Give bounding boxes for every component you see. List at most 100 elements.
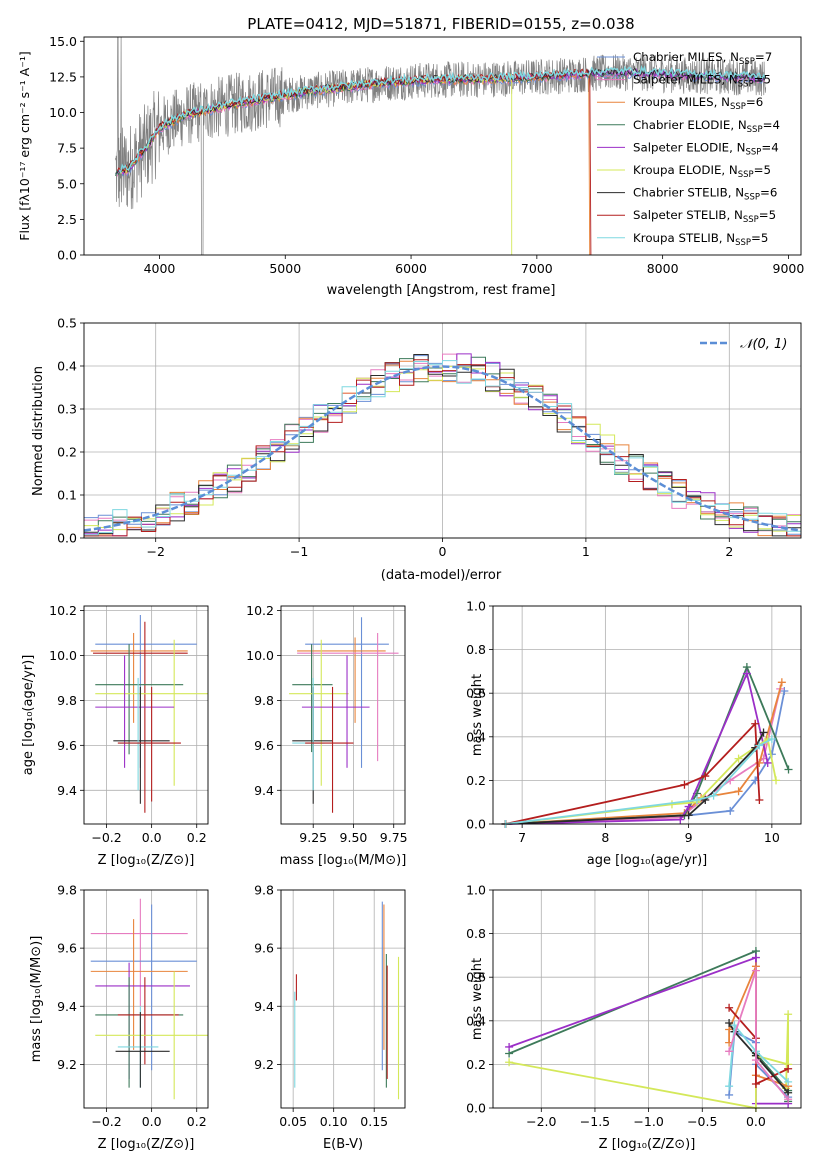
age_vs_Z-xtick-label: 0.0 [142,830,162,845]
mass_weight_vs_age-ytick-label: 0.0 [466,817,486,832]
legend-sub-3: SSP [747,125,763,135]
mass_vs_Z-xtick-label: −0.2 [91,1114,121,1129]
mass_vs_EBV-xtick-label: 0.10 [320,1114,348,1129]
residuals-legend: 𝒩(0, 1) [700,337,787,352]
mass_weight_vs_age-marker-4 [676,815,685,824]
mass_weight_vs_age-xtick-label: 10 [764,830,780,845]
mass_vs_EBV-xtick-label: 0.15 [360,1114,388,1129]
gaussian-curve [83,365,802,532]
mass_weight_vs_Z-ytick-label: 0.8 [466,926,486,941]
legend-sub-6: SSP [744,193,760,203]
legend-value-1: =5 [754,73,771,87]
mass_weight_vs_age-series-6 [505,731,765,825]
mass_vs_EBV-ytick-label: 9.2 [254,1057,274,1072]
legend-label-3: Chabrier ELODIE, NSSP=4 [633,118,780,135]
spectrum-ytick-label: 7.5 [57,141,77,156]
weight-age-ylabel: mass weight [470,674,485,756]
residuals-xtick-label: 1 [582,544,590,559]
mass_weight_vs_Z-ytick-label: 0.0 [466,1101,486,1116]
mass_weight_vs_Z-marker-7 [784,1077,793,1086]
gaussian-legend-label: 𝒩(0, 1) [740,337,787,352]
mass_weight_vs_age-marker-4 [684,802,693,811]
mass_weight_vs_age-marker-8 [692,796,701,805]
mass_weight_vs_age-marker-7 [751,719,760,728]
mass_weight_vs_Z-ytick-label: 0.2 [466,1057,486,1072]
model-spectrum-8 [118,65,766,174]
text-layer: 4000 5000 6000 7000 8000 90000.02.55.07.510.0… [49,34,804,1129]
legend-value-3: =4 [763,118,780,132]
legend-value-2: =6 [746,95,763,109]
age_vs_Z-xtick-label: 0.2 [187,830,207,845]
age-z-ylabel: age [log₁₀(age/yr)] [21,655,36,776]
spectrum-ytick-label: 15.0 [49,34,77,49]
mass_weight_vs_Z-ytick-label: 0.4 [466,1013,486,1028]
legend-value-5: =5 [754,163,771,177]
grid-layer [84,322,801,1109]
legend-sub-5: SSP [738,170,754,180]
mass_weight_vs_Z-marker-1 [751,953,760,962]
weight-z-xlabel: Z [log₁₀(Z/Z⊙)] [599,1137,696,1152]
spectrum-ytick-label: 2.5 [57,212,77,227]
mass_weight_vs_Z-marker-2 [784,1010,793,1019]
mass_weight_vs_age-series-2 [505,682,783,825]
mass_weight_vs_Z-marker-8 [784,1095,793,1104]
mass_weight_vs_Z-xtick-label: −0.5 [687,1114,717,1129]
mass_weight_vs_age-marker-7 [755,796,764,805]
mass_weight_vs_Z-marker-8 [751,966,760,975]
mass-z-ylabel: mass [log₁₀(M/M⊙)] [29,936,44,1063]
mass_weight_vs_age-ytick-label: 0.6 [466,686,486,701]
mass_weight_vs_age-xtick-label: 8 [601,830,609,845]
legend-label-4: Salpeter ELODIE, NSSP=4 [633,140,779,157]
mass_weight_vs_age-marker-0 [726,806,735,815]
chart-title: PLATE=0412, MJD=51871, FIBERID=0155, z=0… [247,15,634,33]
mass_weight_vs_Z-marker-1 [505,1042,514,1051]
mass_weight_vs_age-marker-5 [734,754,743,763]
mass_weight_vs_age-series-1 [505,688,782,825]
mass_vs_Z-ytick-label: 9.6 [57,941,77,956]
mass_weight_vs_age-marker-7 [701,772,710,781]
mass_weight_vs_Z-series-8 [728,970,789,1100]
spectrum-ytick-label: 10.0 [49,105,77,120]
mass_weight_vs_Z-ytick-label: 0.6 [466,970,486,985]
legend-label-6: Chabrier STELIB, NSSP=6 [633,186,777,203]
mass_weight_vs_age-marker-0 [780,687,789,696]
mass_weight_vs_age-marker-2 [777,678,786,687]
mass_weight_vs_age-marker-3 [784,765,793,774]
legend-label-7: Salpeter STELIB, NSSP=5 [633,208,776,225]
residual-histogram-8 [84,360,801,536]
age_vs_Z-ytick-label: 9.6 [57,738,77,753]
age_vs_Z-ytick-label: 9.8 [57,693,77,708]
mass_weight_vs_Z-frame [492,889,802,1109]
mass_weight_vs_age-ytick-label: 0.4 [466,729,486,744]
age_vs_mass-ytick-label: 10.2 [246,603,274,618]
mass_vs_Z-ytick-label: 9.4 [57,999,77,1014]
residual-histogram-5 [84,365,801,532]
age_vs_mass-ytick-label: 10.0 [246,648,274,663]
age_vs_mass-xtick-label: 9.75 [380,830,408,845]
mass_weight_vs_Z-series-6 [728,1022,789,1094]
mass_weight_vs_age-marker-5 [667,800,676,809]
mass_weight_vs_Z-marker-6 [725,1018,734,1027]
spectrum-ytick-label: 5.0 [57,176,77,191]
data-layer [83,37,802,1112]
mass_weight_vs_age-marker-6 [759,728,768,737]
mass_weight_vs_Z-xtick-label: −1.5 [580,1114,610,1129]
spectrum-xtick-label: 7000 [521,261,553,276]
mass_weight_vs_Z-xtick-label: 0.0 [746,1114,766,1129]
legend-value-4: =4 [761,140,778,154]
mass_weight_vs_Z-marker-7 [725,1082,734,1091]
spectrum-xlabel: wavelength [Angstrom, rest frame] [327,283,556,298]
residual-histogram-7 [84,359,801,537]
mass_weight_vs_age-ytick-label: 1.0 [466,599,486,614]
age_vs_Z-xtick-label: −0.2 [91,830,121,845]
residuals-ytick-label: 0.2 [57,445,77,460]
mass_weight_vs_Z-marker-8 [751,1056,760,1065]
mass_weight_vs_age-series-0 [505,690,786,825]
residuals-xtick-label: −2 [146,544,164,559]
mass_weight_vs_Z-marker-5 [725,1003,734,1012]
spectrum-ylabel: Flux [fλ10⁻¹⁷ erg cm⁻² s⁻¹ A⁻¹] [17,51,32,240]
mass_weight_vs_Z-xtick-label: −2.0 [526,1114,556,1129]
legend-sub-2: SSP [730,102,746,112]
mass_vs_EBV-ytick-label: 9.8 [254,883,274,898]
